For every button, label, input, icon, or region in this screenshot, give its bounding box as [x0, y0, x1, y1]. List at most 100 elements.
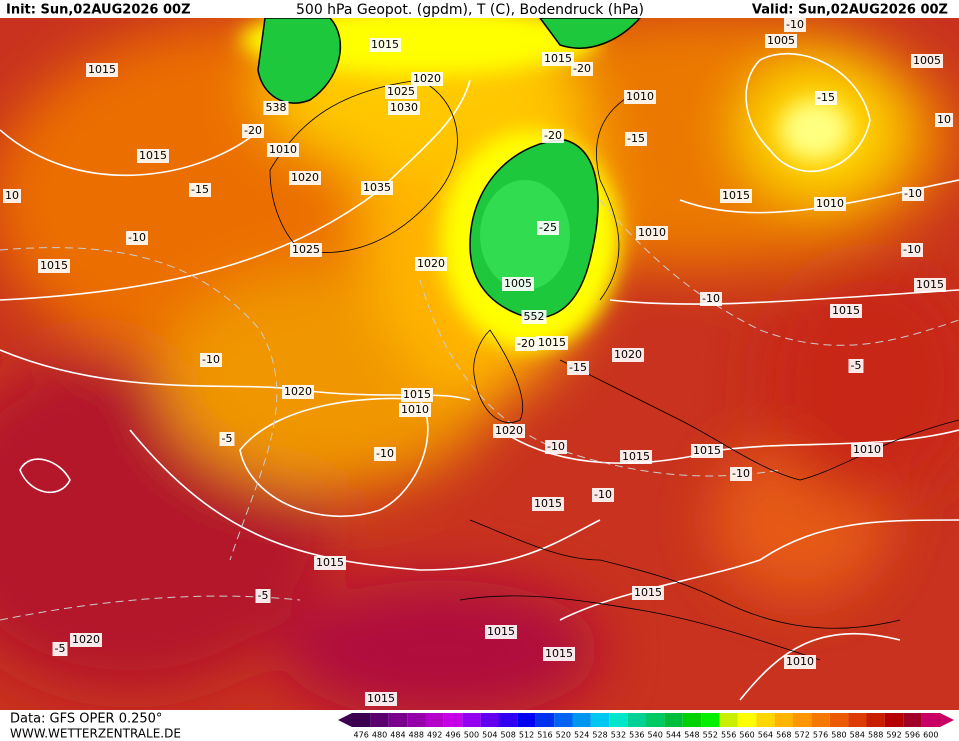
contour-label-box	[515, 337, 537, 351]
contour-label: 1015	[139, 149, 167, 162]
colorbar-box	[848, 713, 867, 727]
colorbar-box	[535, 713, 555, 727]
contour-label: 1020	[417, 257, 445, 270]
contour-label-box	[365, 692, 397, 706]
contour-label: 1015	[487, 625, 515, 638]
colorbar-box	[811, 713, 830, 727]
colorbar-label: 564	[758, 731, 773, 740]
colorbar: 476 480 484 488 492 496 500 504 508 512 516 520 524 5…	[338, 713, 954, 740]
colorbar-label: 488	[409, 731, 424, 740]
contour-label-box	[851, 443, 883, 457]
contour-label-box	[314, 556, 346, 570]
data-source: Data: GFS OPER 0.250°	[10, 712, 162, 727]
contour-label-box	[784, 18, 806, 32]
contour-label: 10	[5, 189, 19, 202]
contour-label: -5	[222, 432, 233, 445]
contour-label: 1035	[363, 181, 391, 194]
contour-label-box	[542, 52, 574, 66]
colorbar-label: 544	[666, 731, 681, 740]
colorbar-box	[388, 713, 408, 727]
colorbar-box	[774, 713, 793, 727]
contour-label: 1010	[638, 226, 666, 239]
colorbar-box	[719, 713, 738, 727]
colorbar-label: 528	[592, 731, 607, 740]
contour-label-box	[814, 197, 846, 211]
contour-label: -10	[904, 187, 922, 200]
contour-label-box	[636, 226, 668, 240]
colorbar-label: 476	[354, 731, 369, 740]
contour-label: 1015	[88, 63, 116, 76]
isobars	[0, 52, 959, 701]
contour-label: 1015	[916, 278, 944, 291]
contour-label-box	[374, 447, 396, 461]
contour-label-box	[86, 63, 118, 77]
contour-label-box	[399, 403, 431, 417]
contour-label: 1025	[292, 243, 320, 256]
contour-label-box	[935, 113, 953, 127]
contour-label-box	[219, 432, 235, 446]
contour-label-box	[700, 292, 722, 306]
contour-label-box	[267, 143, 299, 157]
colorbar-box	[866, 713, 885, 727]
contour-label-box	[815, 91, 837, 105]
colorbar-box	[370, 713, 389, 727]
contour-label-box	[493, 424, 525, 438]
colorbar-label: 580	[831, 731, 846, 740]
colorbar-label: 500	[464, 731, 479, 740]
contour-label: 538	[266, 101, 287, 114]
contour-label: -10	[376, 447, 394, 460]
contour-label: -5	[55, 642, 66, 655]
contour-label: -10	[903, 243, 921, 256]
colorbar-box	[443, 713, 463, 727]
colorbar-label: 484	[390, 731, 405, 740]
colorbar-label: 536	[629, 731, 644, 740]
contour-label-box	[620, 450, 652, 464]
colorbar-label: 552	[703, 731, 718, 740]
contour-label: 1010	[853, 443, 881, 456]
colorbar-label: 568	[776, 731, 791, 740]
contour-label-box	[914, 278, 946, 292]
colorbar-label: 532	[611, 731, 626, 740]
contour-label-box	[784, 655, 816, 669]
contour-label-box	[289, 171, 321, 185]
colorbar-label: 520	[556, 731, 571, 740]
contour-label-box	[263, 101, 289, 115]
contour-label-box	[691, 444, 723, 458]
contour-label: 1005	[504, 277, 532, 290]
contour-label: 1005	[913, 54, 941, 67]
contour-label-box	[189, 183, 211, 197]
contour-label: 1005	[767, 34, 795, 47]
colorbar-label: 560	[739, 731, 754, 740]
contour-label-box	[537, 221, 559, 235]
colorbar-box	[352, 713, 371, 727]
contour-label-box	[369, 38, 401, 52]
contour-label-box	[542, 129, 564, 143]
colorbar-box	[407, 713, 426, 727]
colorbar-label: 496	[445, 731, 460, 740]
colorbar-box	[646, 713, 665, 727]
contour-label: 1015	[544, 52, 572, 65]
colorbar-label: 584	[850, 731, 865, 740]
contour-label: -10	[202, 353, 220, 366]
contour-label-box	[911, 54, 943, 68]
colorbar-label: 596	[905, 731, 920, 740]
contour-label-box	[848, 359, 864, 373]
contour-label: 1010	[401, 403, 429, 416]
colorbar-box	[903, 713, 922, 727]
contour-label-box	[3, 189, 21, 203]
contour-label-box	[612, 348, 644, 362]
contour-label: -20	[573, 62, 591, 75]
contour-label: 1015	[403, 388, 431, 401]
contour-label: 1015	[316, 556, 344, 569]
contour-label-box	[545, 440, 567, 454]
contour-label: -10	[732, 467, 750, 480]
contour-label: -20	[244, 124, 262, 137]
contour-label-box	[411, 72, 443, 86]
contour-label: 1015	[722, 189, 750, 202]
contour-label-box	[536, 336, 568, 350]
contour-label: 1015	[538, 336, 566, 349]
contour-label-box	[902, 187, 924, 201]
